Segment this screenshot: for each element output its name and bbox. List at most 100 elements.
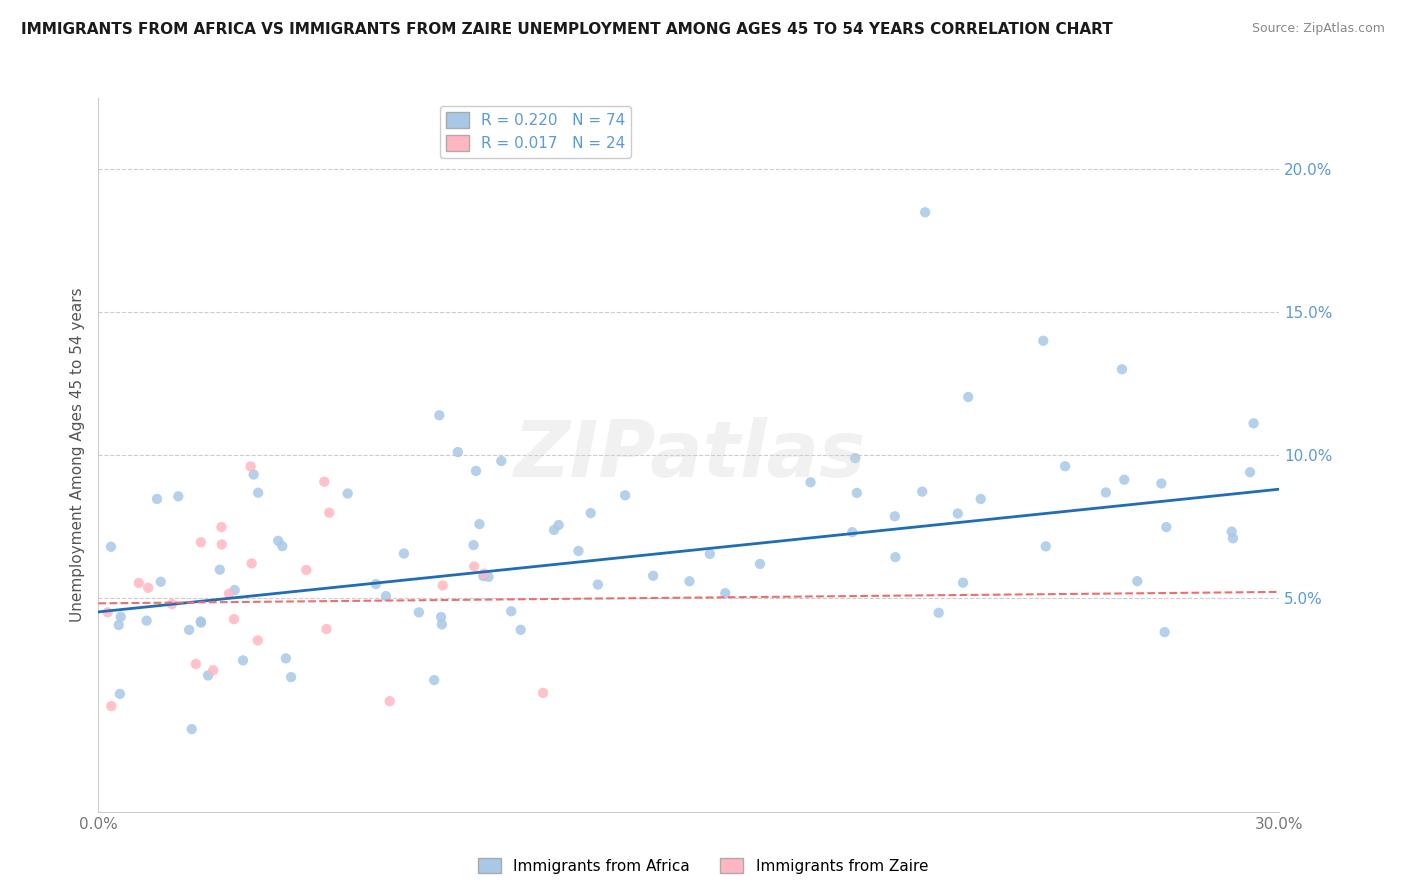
Point	[315, 622, 337, 636]
Point	[472, 569, 495, 583]
Point	[472, 566, 495, 581]
Point	[749, 557, 772, 571]
Point	[208, 563, 231, 577]
Point	[246, 633, 269, 648]
Point	[179, 623, 201, 637]
Point	[247, 485, 270, 500]
Point	[190, 535, 212, 549]
Point	[547, 518, 569, 533]
Point	[239, 459, 262, 474]
Point	[586, 577, 609, 591]
Point	[477, 570, 499, 584]
Point	[543, 523, 565, 537]
Point	[970, 491, 993, 506]
Point	[190, 615, 212, 630]
Point	[97, 605, 120, 619]
Point	[1150, 476, 1173, 491]
Point	[218, 587, 240, 601]
Point	[314, 475, 336, 489]
Point	[423, 673, 446, 687]
Point	[946, 507, 969, 521]
Point	[128, 576, 150, 591]
Point	[463, 538, 485, 552]
Point	[295, 563, 318, 577]
Point	[1239, 465, 1261, 479]
Point	[108, 687, 131, 701]
Point	[240, 557, 263, 571]
Text: Source: ZipAtlas.com: Source: ZipAtlas.com	[1251, 22, 1385, 36]
Point	[190, 615, 212, 629]
Point	[1222, 531, 1244, 545]
Point	[432, 578, 454, 592]
Point	[149, 574, 172, 589]
Point	[209, 520, 232, 534]
Point	[271, 539, 294, 553]
Point	[614, 488, 637, 502]
Point	[392, 547, 415, 561]
Point	[242, 467, 264, 482]
Point	[430, 610, 453, 624]
Point	[430, 617, 453, 632]
Point	[224, 582, 246, 597]
Point	[841, 525, 863, 540]
Text: IMMIGRANTS FROM AFRICA VS IMMIGRANTS FROM ZAIRE UNEMPLOYMENT AMONG AGES 45 TO 54: IMMIGRANTS FROM AFRICA VS IMMIGRANTS FRO…	[21, 22, 1112, 37]
Point	[491, 454, 513, 468]
Point	[465, 464, 488, 478]
Point	[447, 445, 470, 459]
Point	[100, 540, 122, 554]
Point	[1156, 520, 1178, 534]
Point	[678, 574, 700, 589]
Point	[211, 537, 233, 551]
Legend: Immigrants from Africa, Immigrants from Zaire: Immigrants from Africa, Immigrants from …	[472, 852, 934, 880]
Point	[427, 409, 450, 423]
Point	[180, 722, 202, 736]
Point	[408, 606, 430, 620]
Point	[100, 699, 122, 714]
Point	[280, 670, 302, 684]
Point	[501, 604, 523, 618]
Point	[1114, 473, 1136, 487]
Text: ZIPatlas: ZIPatlas	[513, 417, 865, 493]
Legend: R = 0.220   N = 74, R = 0.017   N = 24: R = 0.220 N = 74, R = 0.017 N = 24	[440, 106, 631, 158]
Point	[146, 491, 169, 506]
Point	[579, 506, 602, 520]
Point	[914, 205, 936, 219]
Point	[957, 390, 980, 404]
Point	[463, 559, 485, 574]
Point	[799, 475, 821, 490]
Point	[374, 589, 396, 603]
Point	[167, 489, 190, 503]
Point	[110, 609, 132, 624]
Point	[844, 451, 866, 466]
Point	[714, 586, 737, 600]
Point	[911, 484, 934, 499]
Point	[336, 486, 359, 500]
Point	[1035, 540, 1057, 554]
Point	[952, 575, 974, 590]
Point	[1220, 524, 1243, 539]
Point	[1054, 459, 1077, 474]
Point	[197, 668, 219, 682]
Point	[699, 547, 721, 561]
Point	[567, 544, 589, 558]
Point	[318, 506, 340, 520]
Point	[160, 597, 183, 611]
Point	[378, 694, 401, 708]
Point	[107, 618, 129, 632]
Point	[883, 509, 905, 524]
Point	[267, 533, 290, 548]
Point	[136, 581, 159, 595]
Point	[928, 606, 950, 620]
Point	[531, 686, 554, 700]
Point	[1243, 417, 1265, 431]
Point	[468, 517, 491, 532]
Point	[1032, 334, 1054, 348]
Point	[509, 623, 531, 637]
Point	[884, 550, 907, 565]
Point	[1126, 574, 1149, 588]
Point	[1111, 362, 1133, 376]
Point	[202, 663, 225, 677]
Point	[1095, 485, 1118, 500]
Y-axis label: Unemployment Among Ages 45 to 54 years: Unemployment Among Ages 45 to 54 years	[69, 287, 84, 623]
Point	[135, 614, 157, 628]
